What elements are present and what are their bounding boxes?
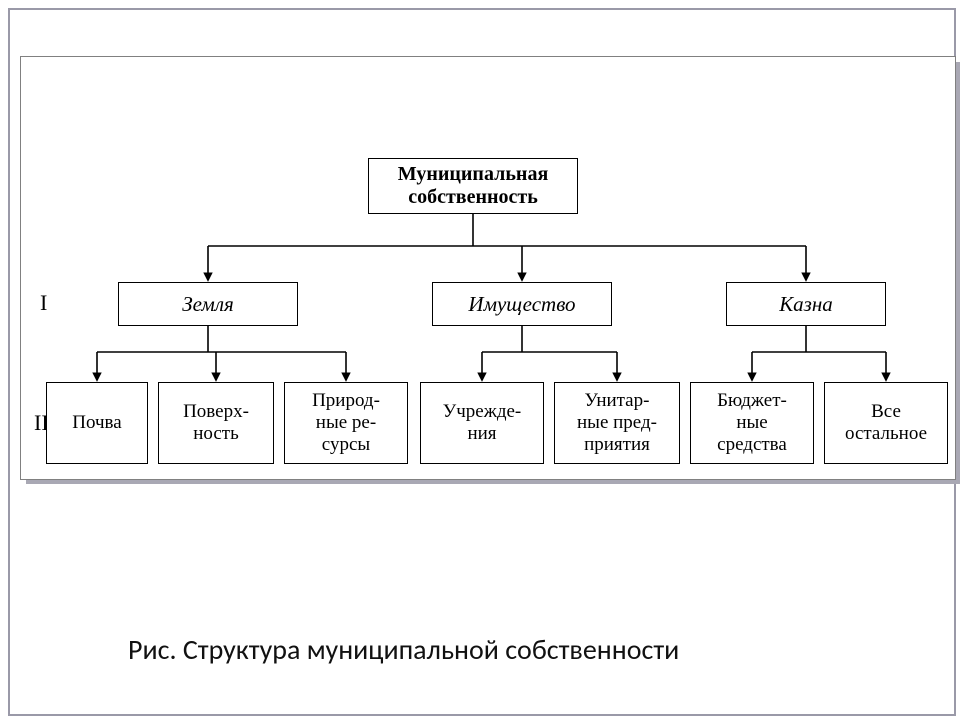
node-lvl2-6: Всеостальное <box>824 382 948 464</box>
node-lvl2-6-label: Всеостальное <box>845 401 927 445</box>
node-lvl2-1: Поверх-ность <box>158 382 274 464</box>
node-lvl2-3: Учрежде-ния <box>420 382 544 464</box>
node-lvl2-0-label: Почва <box>72 412 121 434</box>
node-root-label: Муниципальнаясобственность <box>398 163 549 209</box>
node-lvl2-3-label: Учрежде-ния <box>443 401 522 445</box>
node-lvl2-4-label: Унитар-ные пред-приятия <box>577 390 657 456</box>
node-lvl2-0: Почва <box>46 382 148 464</box>
node-lvl1-1: Имущество <box>432 282 612 326</box>
node-lvl1-0: Земля <box>118 282 298 326</box>
outer-frame: Муниципальнаясобственность I II Земля Им… <box>8 8 956 716</box>
node-lvl2-5-label: Бюджет-ныесредства <box>717 390 787 456</box>
node-lvl1-0-label: Земля <box>182 292 234 316</box>
figure-caption: Рис. Структура муниципальной собственнос… <box>128 632 679 667</box>
node-lvl2-2-label: Природ-ные ре-сурсы <box>312 390 380 456</box>
node-lvl1-2: Казна <box>726 282 886 326</box>
node-lvl2-1-label: Поверх-ность <box>183 401 249 445</box>
node-lvl1-2-label: Казна <box>779 292 833 316</box>
node-lvl1-1-label: Имущество <box>468 292 575 316</box>
roman-I: I <box>40 290 47 316</box>
node-root: Муниципальнаясобственность <box>368 158 578 214</box>
node-lvl2-4: Унитар-ные пред-приятия <box>554 382 680 464</box>
node-lvl2-5: Бюджет-ныесредства <box>690 382 814 464</box>
node-lvl2-2: Природ-ные ре-сурсы <box>284 382 408 464</box>
